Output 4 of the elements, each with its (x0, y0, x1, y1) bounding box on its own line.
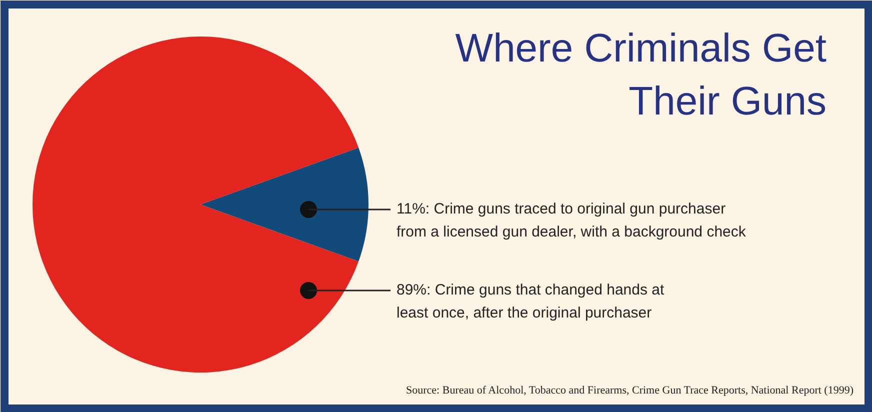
source-note: Source: Bureau of Alcohol, Tobacco and Firearms, Crime Gun Trace Reports, National Report (1999) (406, 384, 854, 396)
slice-label: 11%: Crime guns traced to original gun purchaser from a licensed gun dealer, with a background check (396, 200, 746, 240)
chart-title: Where Criminals Get Their Guns (455, 26, 827, 124)
slice-label: 89%: Crime guns that changed hands at least once, after the original purchaser (396, 282, 666, 322)
